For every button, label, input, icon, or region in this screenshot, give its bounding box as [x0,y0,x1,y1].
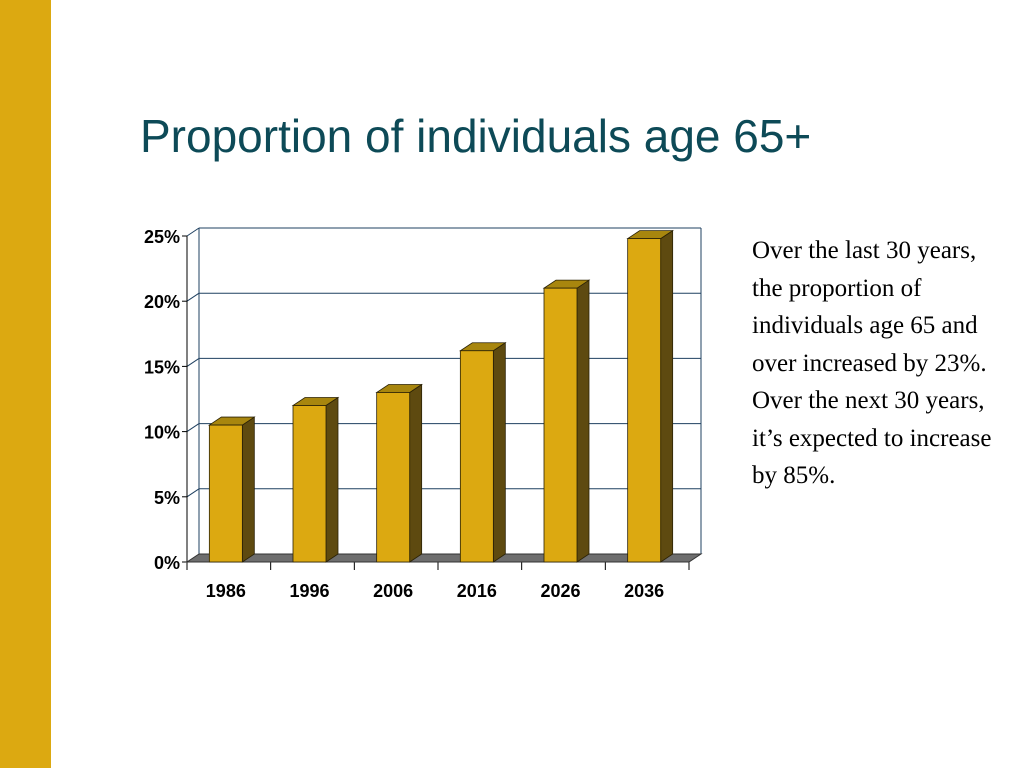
slide-title: Proportion of individuals age 65+ [140,110,812,162]
bar-side-face [409,383,423,563]
gridline-depth [186,357,200,367]
bar-side-face [241,416,255,563]
bar-2026 [542,279,591,563]
plot-frame [182,228,702,570]
y-axis-tick-labels: 0% 5% 10% 15% 20% 25% [144,227,180,573]
y-tick-label: 25% [144,227,180,247]
bar-2016 [459,342,507,563]
gridline-depth [186,488,200,498]
gridline-depth [186,292,200,302]
bar-2036 [626,229,674,563]
gridline-depth [186,227,200,237]
commentary-text: Over the last 30 years, the proportion o… [752,237,992,489]
bar-side-face [660,229,674,563]
side-accent-bar [0,0,51,768]
bars [208,229,674,563]
y-tick-label: 15% [144,357,180,377]
bar-front-face [292,405,327,563]
chart-floor-plane [185,553,703,563]
bar-2006 [375,383,423,563]
y-tick-label: 5% [154,488,180,508]
y-tick-label: 0% [154,553,180,573]
bar-front-face [208,424,243,563]
gridline-depth [186,423,200,433]
x-axis-tick-labels: 1986 1996 2006 2016 2026 2036 [206,581,664,601]
x-tick-label: 2016 [457,581,497,601]
bar-1996 [291,396,340,563]
bar-side-face [492,342,506,563]
bar-front-face [543,287,578,563]
x-tick-label: 2026 [540,581,580,601]
gridlines [186,227,701,498]
bar-side-face [325,396,339,563]
bar-front-face [376,392,411,563]
x-tick-label: 2006 [373,581,413,601]
x-tick-label: 1986 [206,581,246,601]
x-tick-label: 1996 [289,581,329,601]
bar-side-face [576,279,590,563]
bar-1986 [208,416,256,563]
y-tick-label: 20% [144,292,180,312]
x-tick-label: 2036 [624,581,664,601]
y-tick-label: 10% [144,423,180,443]
bar-front-face [627,238,662,563]
bar-front-face [459,350,494,563]
chart-floor [185,553,703,563]
